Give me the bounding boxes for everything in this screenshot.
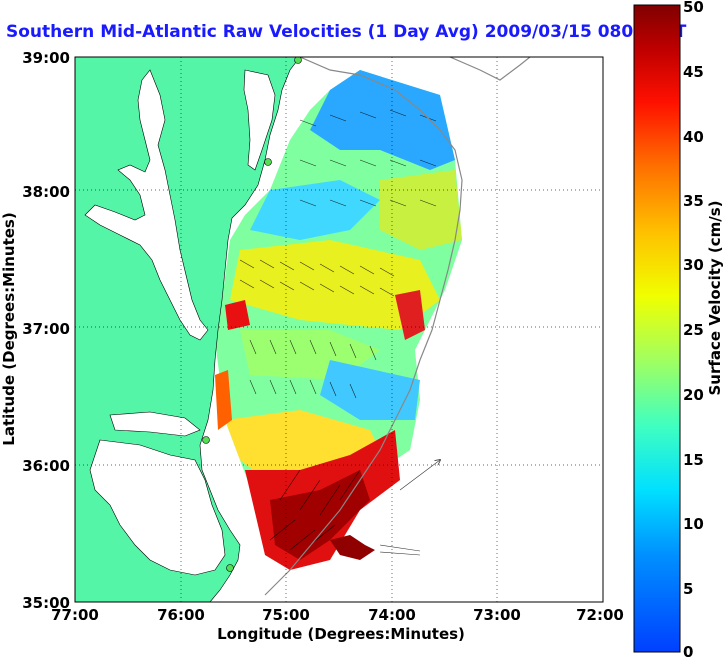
colorbar-tick-label: 45 [683, 63, 704, 81]
x-tick-label: 74:00 [368, 606, 416, 624]
y-axis-label: Latitude (Degrees:Minutes) [0, 212, 18, 445]
colorbar-scale [633, 4, 681, 653]
y-axis: 39:00 38:00 37:00 36:00 35:00 Latitude (… [0, 49, 70, 612]
y-tick-label: 37:00 [22, 320, 70, 338]
x-tick-label: 76:00 [157, 606, 205, 624]
colorbar-tick-label: 10 [683, 515, 704, 533]
map-title: Southern Mid-Atlantic Raw Velocities (1 … [6, 22, 687, 42]
colorbar-tick-label: 20 [683, 386, 704, 404]
y-tick-label: 38:00 [22, 183, 70, 201]
plot-frame [74, 56, 604, 603]
colorbar-tick-label: 50 [683, 0, 704, 16]
grid [75, 57, 603, 602]
colorbar-tick-label: 35 [683, 192, 704, 210]
albemarle-sound [109, 411, 201, 437]
x-tick-label: 73:00 [473, 606, 521, 624]
y-tick-label: 35:00 [22, 594, 70, 612]
chesapeake-bay [84, 69, 209, 341]
x-tick-label: 72:00 [576, 606, 624, 624]
colorbar-label: Surface Velocity (cm/s) [706, 200, 724, 395]
colorbar-tick-label: 30 [683, 256, 704, 274]
pamlico-sound [89, 439, 226, 576]
colorbar: 50 45 40 35 30 25 20 15 10 5 0 Surface V… [633, 0, 724, 659]
delaware-bay [243, 69, 276, 171]
velocity-field [215, 70, 462, 570]
colorbar-tick-label: 0 [683, 643, 693, 659]
radar-stations [202, 57, 302, 572]
colorbar-tick-label: 5 [683, 580, 693, 598]
x-tick-label: 75:00 [262, 606, 310, 624]
colorbar-tick-label: 15 [683, 451, 704, 469]
offshore-contour [449, 57, 531, 81]
colorbar-tick-label: 25 [683, 321, 704, 339]
shelf-contour [264, 57, 463, 596]
x-axis-label: Longitude (Degrees:Minutes) [217, 625, 465, 643]
y-tick-label: 39:00 [22, 49, 70, 67]
colorbar-tick-label: 40 [683, 128, 704, 146]
x-tick-label: 77:00 [51, 606, 99, 624]
x-axis: 77:00 76:00 75:00 74:00 73:00 72:00 Long… [51, 606, 624, 643]
y-tick-label: 36:00 [22, 457, 70, 475]
